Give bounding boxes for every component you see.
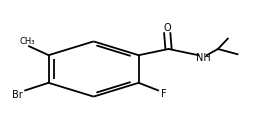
Text: F: F <box>161 89 167 99</box>
Text: Br: Br <box>12 90 23 99</box>
Text: CH₃: CH₃ <box>19 37 35 46</box>
Text: NH: NH <box>196 53 211 63</box>
Text: O: O <box>164 23 171 33</box>
